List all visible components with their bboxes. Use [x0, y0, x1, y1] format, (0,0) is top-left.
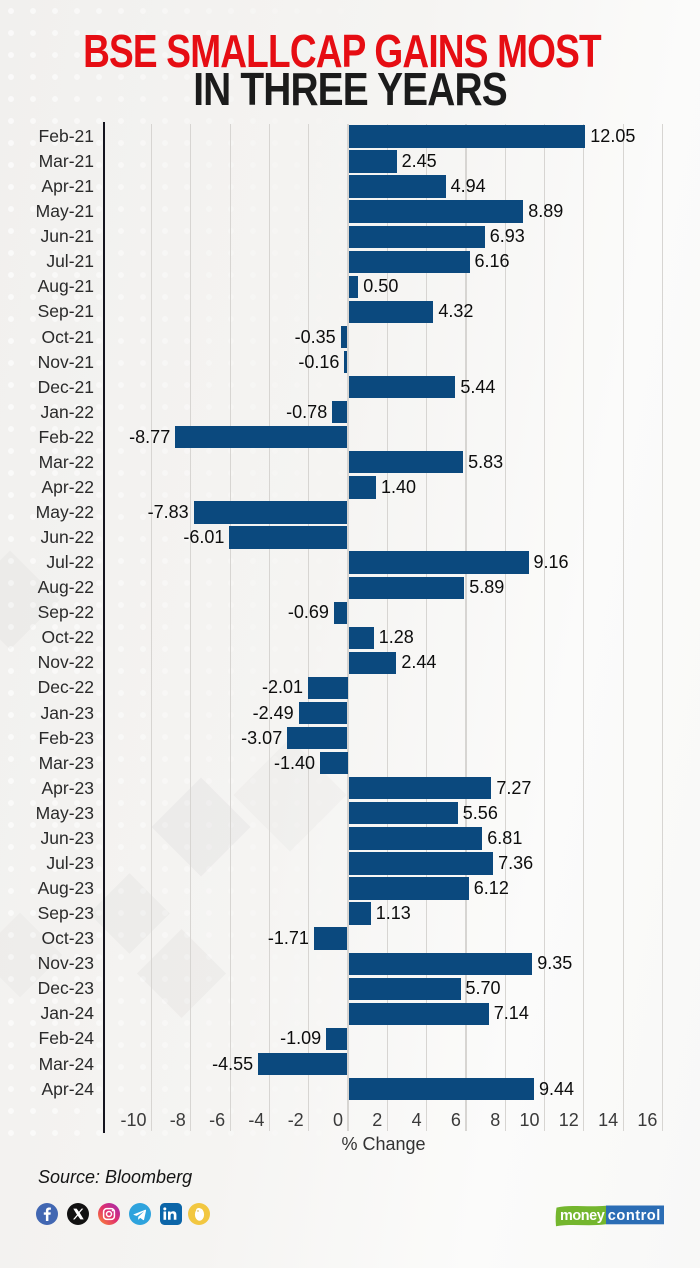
- svg-text:control: control: [608, 1208, 661, 1224]
- svg-text:money: money: [560, 1208, 605, 1224]
